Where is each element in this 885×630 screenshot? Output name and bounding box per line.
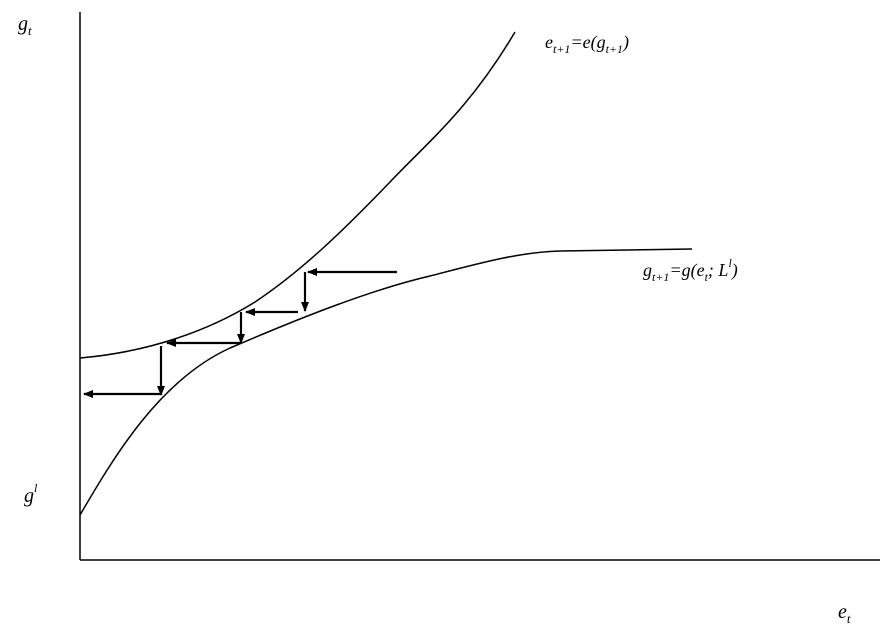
y-axis-label: gt [18,13,32,38]
y-intercept-label: gl [24,481,38,507]
curve-upper [79,31,516,359]
curve-lower-label: gt+1=g(et; Ll) [643,256,738,284]
curve-upper-label: et+1=e(gt+1) [545,32,629,56]
x-axis-label: et [838,601,851,626]
curve-lower [79,248,693,516]
